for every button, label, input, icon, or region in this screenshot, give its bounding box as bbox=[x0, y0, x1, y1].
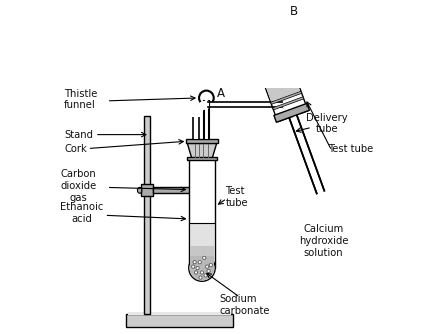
Ellipse shape bbox=[274, 37, 288, 44]
Polygon shape bbox=[270, 91, 301, 104]
FancyBboxPatch shape bbox=[204, 101, 208, 139]
Ellipse shape bbox=[280, 35, 294, 43]
Ellipse shape bbox=[254, 25, 275, 54]
FancyBboxPatch shape bbox=[189, 246, 214, 268]
Text: Sodium
carbonate: Sodium carbonate bbox=[219, 294, 270, 316]
Ellipse shape bbox=[264, 32, 277, 41]
Circle shape bbox=[207, 270, 210, 273]
Circle shape bbox=[272, 75, 275, 78]
FancyBboxPatch shape bbox=[189, 222, 214, 256]
Text: Test tube: Test tube bbox=[327, 144, 372, 154]
Polygon shape bbox=[187, 143, 216, 158]
Ellipse shape bbox=[188, 255, 215, 281]
FancyBboxPatch shape bbox=[126, 314, 232, 327]
Text: Thistle
funnel: Thistle funnel bbox=[64, 89, 97, 110]
Circle shape bbox=[267, 70, 270, 73]
FancyBboxPatch shape bbox=[207, 102, 283, 108]
Circle shape bbox=[202, 256, 205, 260]
Text: Cork: Cork bbox=[64, 144, 86, 154]
Text: Test
tube: Test tube bbox=[225, 186, 248, 208]
Circle shape bbox=[276, 73, 279, 75]
Circle shape bbox=[196, 267, 199, 270]
Circle shape bbox=[205, 265, 208, 268]
Polygon shape bbox=[272, 97, 303, 110]
Text: A: A bbox=[216, 87, 224, 100]
Polygon shape bbox=[248, 31, 308, 122]
Circle shape bbox=[271, 65, 274, 68]
Circle shape bbox=[209, 264, 212, 267]
Text: Calcium
hydroxide
solution: Calcium hydroxide solution bbox=[298, 224, 348, 258]
Text: Delivery
tube: Delivery tube bbox=[305, 113, 347, 134]
FancyBboxPatch shape bbox=[153, 187, 193, 193]
Polygon shape bbox=[250, 34, 299, 102]
FancyBboxPatch shape bbox=[141, 184, 153, 196]
Circle shape bbox=[268, 75, 271, 78]
Text: Ethanoic
acid: Ethanoic acid bbox=[60, 202, 104, 224]
FancyBboxPatch shape bbox=[144, 116, 150, 314]
Ellipse shape bbox=[189, 256, 214, 281]
Circle shape bbox=[204, 274, 207, 277]
Polygon shape bbox=[273, 103, 309, 122]
Text: B: B bbox=[289, 5, 297, 18]
Circle shape bbox=[191, 265, 194, 268]
Polygon shape bbox=[288, 115, 323, 193]
Circle shape bbox=[273, 65, 276, 68]
Ellipse shape bbox=[262, 23, 298, 51]
Circle shape bbox=[199, 276, 201, 279]
Ellipse shape bbox=[268, 35, 282, 43]
Ellipse shape bbox=[286, 21, 299, 34]
Text: Stand: Stand bbox=[64, 130, 93, 140]
Circle shape bbox=[200, 271, 203, 274]
Circle shape bbox=[198, 261, 201, 264]
FancyBboxPatch shape bbox=[188, 158, 215, 268]
Circle shape bbox=[199, 91, 213, 105]
Circle shape bbox=[193, 261, 196, 264]
Ellipse shape bbox=[137, 187, 141, 193]
Circle shape bbox=[194, 271, 197, 274]
FancyBboxPatch shape bbox=[128, 312, 231, 315]
FancyBboxPatch shape bbox=[185, 139, 218, 143]
Text: Carbon
dioxide
gas: Carbon dioxide gas bbox=[60, 169, 96, 202]
FancyBboxPatch shape bbox=[193, 116, 199, 139]
FancyBboxPatch shape bbox=[186, 157, 217, 160]
Ellipse shape bbox=[253, 21, 274, 52]
